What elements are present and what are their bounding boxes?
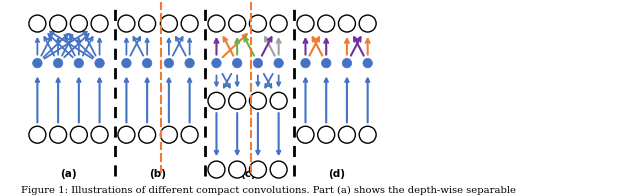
Circle shape xyxy=(228,15,246,32)
Circle shape xyxy=(181,126,198,143)
Circle shape xyxy=(161,15,177,32)
Text: (d): (d) xyxy=(328,169,345,179)
Circle shape xyxy=(339,126,355,143)
Circle shape xyxy=(29,126,46,143)
Circle shape xyxy=(301,58,310,68)
Circle shape xyxy=(317,15,335,32)
Circle shape xyxy=(208,161,225,178)
Circle shape xyxy=(208,15,225,32)
Circle shape xyxy=(118,15,135,32)
Circle shape xyxy=(274,58,284,68)
Text: (c): (c) xyxy=(240,169,255,179)
Circle shape xyxy=(143,58,152,68)
Circle shape xyxy=(74,58,84,68)
Circle shape xyxy=(122,58,131,68)
Circle shape xyxy=(212,58,221,68)
Circle shape xyxy=(53,58,63,68)
Circle shape xyxy=(297,15,314,32)
Circle shape xyxy=(228,161,246,178)
Circle shape xyxy=(359,15,376,32)
Circle shape xyxy=(181,15,198,32)
Circle shape xyxy=(232,58,242,68)
Circle shape xyxy=(33,58,42,68)
Circle shape xyxy=(70,126,87,143)
Circle shape xyxy=(317,126,335,143)
Circle shape xyxy=(297,126,314,143)
Circle shape xyxy=(70,15,87,32)
Circle shape xyxy=(228,92,246,109)
Circle shape xyxy=(118,126,135,143)
Circle shape xyxy=(91,15,108,32)
Circle shape xyxy=(270,15,287,32)
Circle shape xyxy=(250,92,266,109)
Circle shape xyxy=(91,126,108,143)
Circle shape xyxy=(321,58,331,68)
Circle shape xyxy=(253,58,262,68)
Circle shape xyxy=(29,15,46,32)
Circle shape xyxy=(161,126,177,143)
Circle shape xyxy=(185,58,195,68)
Circle shape xyxy=(250,161,266,178)
Circle shape xyxy=(342,58,351,68)
Circle shape xyxy=(363,58,372,68)
Circle shape xyxy=(339,15,355,32)
Circle shape xyxy=(50,126,67,143)
Circle shape xyxy=(50,15,67,32)
Circle shape xyxy=(139,126,156,143)
Circle shape xyxy=(359,126,376,143)
Circle shape xyxy=(250,15,266,32)
Circle shape xyxy=(208,92,225,109)
Text: Figure 1: Illustrations of different compact convolutions. Part (a) shows the de: Figure 1: Illustrations of different com… xyxy=(21,186,516,195)
Text: (b): (b) xyxy=(150,169,166,179)
Text: (a): (a) xyxy=(60,169,77,179)
Circle shape xyxy=(164,58,173,68)
Circle shape xyxy=(270,161,287,178)
Circle shape xyxy=(139,15,156,32)
Circle shape xyxy=(270,92,287,109)
Circle shape xyxy=(95,58,104,68)
